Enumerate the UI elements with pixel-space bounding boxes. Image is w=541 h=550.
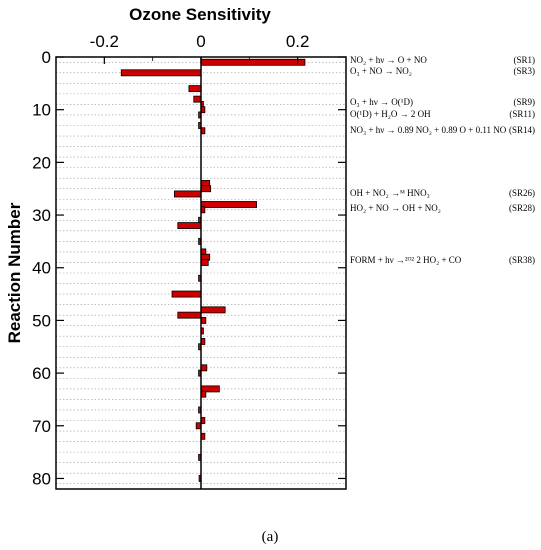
reaction-id: (SR28): [509, 203, 535, 213]
bar-reaction-28: [200, 201, 257, 208]
reaction-id: (SR3): [513, 66, 535, 76]
x-tick-label: 0: [196, 32, 205, 51]
bar-reaction-1: [200, 58, 306, 66]
reaction-label: FORM + hν →²ᴼ² 2 HO₂ + CO: [350, 255, 462, 265]
y-tick-label: 30: [32, 206, 51, 225]
reaction-id: (SR9): [513, 97, 535, 107]
bar-reaction-32: [177, 222, 202, 230]
y-tick-label: 60: [32, 364, 51, 383]
reaction-label: HO₂ + NO → OH + NO₂: [350, 203, 441, 213]
y-tick-label: 70: [32, 417, 51, 436]
bars: [120, 58, 306, 482]
axis-ticks: [55, 56, 347, 480]
y-axis-label: Reaction Number: [5, 202, 24, 343]
figure-caption: (a): [262, 529, 279, 545]
reaction-id: (SR14): [509, 125, 535, 135]
bar-reaction-45: [171, 290, 202, 298]
bar-reaction-49: [177, 311, 202, 319]
bar-reaction-48: [200, 306, 226, 314]
bar-reaction-59: [200, 364, 208, 372]
reaction-id: (SR1): [513, 55, 535, 65]
y-tick-label: 20: [32, 153, 51, 172]
reaction-label: NO₃ + hν → 0.89 NO₂ + 0.89 O + 0.11 NO: [350, 125, 507, 135]
y-tick-label: 0: [42, 48, 51, 67]
reaction-id: (SR11): [509, 109, 535, 119]
reaction-annotations: NO₂ + hν → O + NO (SR1) O₃ + NO → NO₂ (SR3)…: [350, 55, 535, 265]
bar-reaction-3: [120, 69, 202, 77]
x-tick-label: 0.2: [286, 32, 310, 51]
reaction-label: O(¹D) + H₂O → 2 OH: [350, 109, 431, 119]
reaction-id: (SR26): [509, 188, 535, 198]
x-tick-labels: -0.2 0 0.2: [90, 32, 310, 51]
y-tick-label: 40: [32, 259, 51, 278]
y-tick-label: 50: [32, 311, 51, 330]
chart-title: Ozone Sensitivity: [129, 5, 271, 24]
bar-reaction-25: [200, 185, 212, 193]
bar-reaction-8: [193, 95, 202, 103]
reaction-label: NO₂ + hν → O + NO: [350, 55, 427, 65]
bar-reaction-6: [188, 85, 202, 93]
reaction-label: OH + NO₂ →ᴹ HNO₃: [350, 188, 430, 198]
y-tick-label: 80: [32, 469, 51, 488]
reaction-id: (SR38): [509, 255, 535, 265]
y-tick-label: 10: [32, 101, 51, 120]
bar-reaction-26: [174, 190, 202, 198]
y-tick-labels: 0 10 20 30 40 50 60 70 80: [32, 48, 51, 488]
reaction-label: O₃ + NO → NO₂: [350, 66, 412, 76]
bar-reaction-39: [200, 259, 209, 266]
reaction-label: O₃ + hν → O(¹D): [350, 97, 413, 107]
x-tick-label: -0.2: [90, 32, 119, 51]
